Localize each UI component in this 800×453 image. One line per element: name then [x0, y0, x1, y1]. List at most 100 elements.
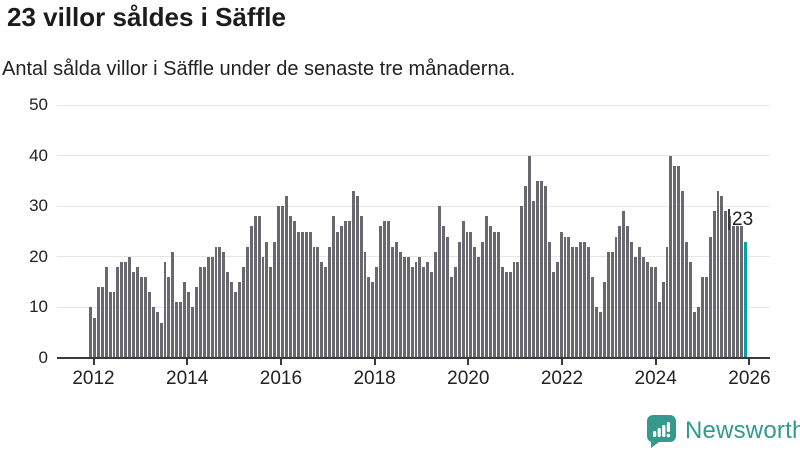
bar-series	[89, 105, 747, 358]
bar	[410, 266, 414, 358]
bar	[704, 277, 708, 358]
bar	[253, 216, 257, 358]
bar	[689, 261, 692, 358]
y-tick-label-10: 10	[29, 297, 48, 317]
highlighted-latest-bar	[743, 241, 747, 358]
bar	[626, 226, 630, 358]
bar	[485, 216, 489, 358]
bar	[351, 191, 355, 358]
bar	[136, 266, 139, 358]
bar	[430, 271, 434, 358]
x-tick-2026	[748, 359, 751, 365]
bar	[692, 312, 696, 358]
bar	[100, 287, 104, 358]
bar	[465, 231, 469, 358]
bar	[187, 292, 190, 358]
bar	[273, 241, 277, 358]
y-tick-label-40: 40	[29, 145, 48, 165]
x-tick-label-2012: 2012	[72, 368, 115, 389]
bar	[736, 226, 740, 358]
y-tick-label-50: 50	[29, 95, 48, 114]
bar	[379, 226, 383, 358]
bar	[500, 266, 504, 358]
bar	[520, 206, 524, 358]
bar	[198, 266, 202, 358]
bar	[89, 307, 92, 358]
x-tick-2024	[654, 359, 657, 365]
bar	[445, 236, 449, 358]
x-tick-2018	[373, 359, 376, 365]
plot-area	[57, 104, 770, 359]
bar	[171, 251, 175, 358]
x-tick-2022	[561, 359, 563, 365]
bar	[712, 211, 716, 358]
bar	[190, 307, 194, 358]
bar	[587, 246, 590, 358]
bar	[332, 216, 336, 358]
bar	[649, 266, 653, 358]
x-tick-label-2020: 2020	[447, 368, 490, 389]
bar	[728, 216, 732, 358]
bar	[489, 226, 492, 358]
bar	[234, 292, 238, 358]
bar	[363, 251, 367, 358]
bar	[563, 236, 567, 358]
bar	[720, 196, 724, 358]
bar	[143, 277, 147, 358]
bar	[249, 226, 253, 358]
x-tick-2016	[279, 359, 282, 365]
bar	[665, 246, 669, 358]
bar	[394, 241, 398, 358]
bar	[167, 277, 171, 358]
bar	[638, 246, 641, 358]
gridline-30	[57, 205, 770, 207]
bar	[618, 226, 622, 358]
bar	[426, 261, 430, 358]
bar	[622, 211, 626, 358]
bar	[304, 231, 308, 358]
y-tick-label-20: 20	[29, 246, 48, 266]
bar	[116, 266, 120, 358]
bar	[602, 282, 606, 358]
x-tick-label-2022: 2022	[540, 368, 584, 389]
page-title: 23 villor såldes i Säffle	[7, 2, 286, 32]
bar	[473, 246, 477, 358]
gridline-40	[57, 155, 770, 157]
bar	[387, 221, 390, 358]
y-axis-labels: 50 40 30 20 10 0	[0, 0, 48, 450]
bar	[218, 246, 222, 358]
bar	[300, 231, 304, 358]
bar	[551, 271, 555, 358]
bar	[230, 282, 234, 358]
bar	[614, 236, 618, 358]
bar	[414, 261, 418, 358]
x-tick-2020	[467, 359, 470, 365]
bar	[677, 165, 681, 358]
bar	[673, 165, 677, 358]
bar	[340, 226, 343, 358]
latest-value-annotation: 23	[728, 209, 753, 230]
bar	[398, 251, 402, 358]
gridline-20	[57, 256, 770, 258]
bar	[732, 226, 736, 358]
x-tick-label-2026: 2026	[728, 368, 771, 389]
bar	[383, 221, 387, 358]
x-tick-label-2018: 2018	[353, 368, 396, 389]
bar	[512, 261, 516, 358]
bar	[449, 277, 453, 358]
bar	[657, 302, 661, 358]
bar	[610, 251, 614, 358]
bar	[555, 261, 559, 358]
bar	[367, 277, 371, 358]
bar	[504, 271, 508, 358]
chart-subtitle: Antal sålda villor i Säffle under de sen…	[2, 58, 516, 80]
bar	[547, 241, 551, 358]
bar	[528, 155, 532, 358]
bar	[241, 266, 245, 358]
bar	[289, 216, 292, 358]
bar	[583, 241, 587, 358]
bar	[238, 282, 241, 358]
bar	[700, 277, 704, 358]
bar	[402, 256, 406, 358]
bar	[645, 261, 649, 358]
